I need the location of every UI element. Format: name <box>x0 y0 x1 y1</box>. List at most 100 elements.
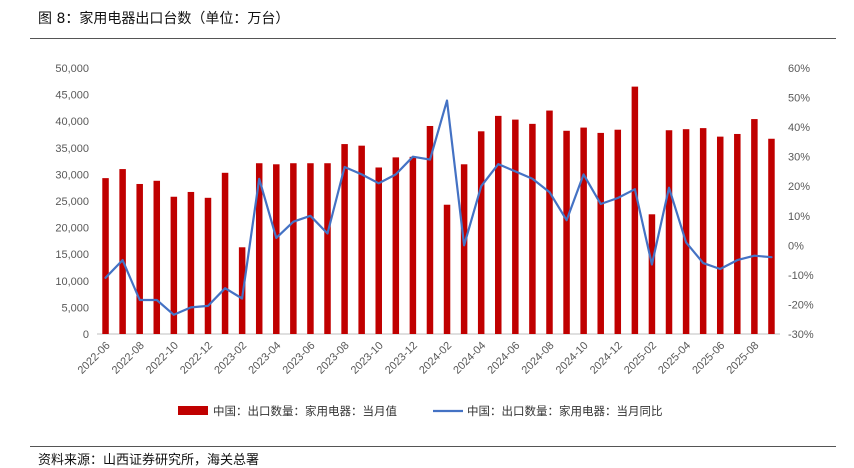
yoy-point-2023-03 <box>258 178 261 180</box>
yoy-point-2025-03 <box>668 186 670 189</box>
bar-2022-08 <box>136 183 143 334</box>
yoy-point-2022-08 <box>138 299 141 301</box>
yoy-point-2023-08 <box>343 166 346 168</box>
bar-2025-01 <box>631 86 639 335</box>
yoy-point-2023-12 <box>412 155 414 158</box>
yoy-point-2022-11 <box>190 306 192 309</box>
yoy-point-2025-08 <box>753 254 756 257</box>
yoy-point-2025-05 <box>702 262 704 264</box>
yoy-point-2024-07 <box>531 178 534 180</box>
y-left-tick-label: 15,000 <box>55 249 89 261</box>
x-tick-label: 2023-10 <box>349 340 386 377</box>
y-right-tick-label: 40% <box>788 122 810 134</box>
yoy-point-2024-12 <box>616 197 619 199</box>
y-left-tick-label: 10,000 <box>55 276 89 288</box>
y-left-tick-label: 50,000 <box>55 63 89 75</box>
bar-2024-10 <box>580 127 587 334</box>
bar-2022-06 <box>102 178 109 334</box>
yoy-point-2022-09 <box>155 299 158 301</box>
y-right-tick-label: 0% <box>788 240 804 252</box>
bar-2024-07 <box>529 123 536 334</box>
title-divider <box>30 38 836 39</box>
yoy-point-2024-03 <box>463 244 465 247</box>
bar-2023-05 <box>290 163 297 334</box>
bar-2024-06 <box>512 119 519 334</box>
bar-2022-11 <box>187 191 195 334</box>
y-right-tick-label: -30% <box>788 329 814 341</box>
bar-2023-11 <box>392 157 400 334</box>
bar-2023-03 <box>255 163 263 334</box>
yoy-point-2024-04 <box>480 185 482 188</box>
yoy-point-2025-06 <box>719 268 722 270</box>
bar-2022-10 <box>170 196 178 334</box>
bar-2024-03 <box>460 164 468 334</box>
bar-2023-10 <box>375 167 382 334</box>
yoy-point-2024-06 <box>514 170 517 173</box>
x-tick-label: 2023-08 <box>315 340 352 377</box>
x-tick-label: 2025-02 <box>622 340 659 377</box>
bar-2025-02 <box>648 214 656 334</box>
y-left-tick-label: 0 <box>83 329 89 341</box>
bar-2025-03 <box>665 130 673 334</box>
yoy-point-2024-10 <box>582 173 585 176</box>
x-tick-label: 2025-08 <box>724 340 761 377</box>
legend-line-label: 中国：出口数量：家用电器：当月同比 <box>467 404 663 418</box>
yoy-point-2025-09 <box>770 256 773 258</box>
bar-2024-08 <box>546 110 553 334</box>
yoy-point-2024-08 <box>548 191 551 193</box>
x-tick-label: 2022-08 <box>110 340 147 377</box>
x-tick-label: 2024-04 <box>451 340 488 377</box>
y-left-tick-label: 30,000 <box>55 169 89 181</box>
yoy-point-2025-04 <box>685 241 687 244</box>
y-right-tick-label: 30% <box>788 152 810 164</box>
bar-2025-07 <box>734 133 741 334</box>
y-right-tick-label: 20% <box>788 181 810 193</box>
bar-2024-02 <box>443 204 451 334</box>
yoy-point-2023-06 <box>309 214 312 217</box>
yoy-point-2025-02 <box>651 263 653 266</box>
bar-2025-08 <box>751 119 758 335</box>
bar-2024-09 <box>563 130 570 334</box>
x-tick-label: 2022-10 <box>144 340 181 377</box>
legend-bar-swatch <box>178 406 208 415</box>
bar-2023-07 <box>324 163 331 334</box>
x-tick-label: 2023-06 <box>281 340 318 377</box>
bar-2025-09 <box>768 138 775 334</box>
x-tick-label: 2025-06 <box>690 340 727 377</box>
y-left-tick-label: 40,000 <box>55 116 89 128</box>
legend: 中国：出口数量：家用电器：当月值 中国：出口数量：家用电器：当月同比 <box>178 404 663 418</box>
bar-2024-11 <box>597 132 604 334</box>
bar-2023-06 <box>307 163 314 334</box>
bar-2024-04 <box>477 131 485 334</box>
x-tick-label: 2024-12 <box>588 340 625 377</box>
bar-2025-05 <box>699 128 707 334</box>
yoy-point-2023-04 <box>275 237 278 239</box>
x-tick-label: 2024-02 <box>417 340 454 377</box>
y-left-tick-label: 25,000 <box>55 196 89 208</box>
figure-title: 图 8：家用电器出口台数（单位：万台） <box>38 11 290 27</box>
bar-2023-04 <box>273 164 280 334</box>
x-tick-label: 2023-04 <box>246 340 283 377</box>
bar-2024-12 <box>614 129 622 334</box>
x-tick-label: 2023-02 <box>212 340 249 377</box>
y-left-tick-label: 45,000 <box>55 90 89 102</box>
bar-2023-09 <box>358 145 365 334</box>
yoy-point-2023-10 <box>377 182 380 185</box>
bar-2022-09 <box>153 180 161 334</box>
y-right-tick-label: 10% <box>788 211 810 223</box>
yoy-point-2023-02 <box>241 297 243 300</box>
bar-2025-06 <box>716 136 724 334</box>
yoy-point-2023-01 <box>224 287 226 289</box>
yoy-point-2024-09 <box>565 219 568 222</box>
x-tick-label: 2024-10 <box>554 340 591 377</box>
x-tick-label: 2025-04 <box>656 340 693 377</box>
bar-2023-08 <box>341 144 348 334</box>
bar-2023-01 <box>221 172 229 334</box>
y-right-tick-label: -10% <box>788 270 814 282</box>
source-divider <box>30 446 836 447</box>
y-left-tick-label: 20,000 <box>55 223 89 235</box>
x-tick-label: 2022-06 <box>76 340 113 377</box>
bar-2025-04 <box>682 129 690 334</box>
x-tick-label: 2024-08 <box>520 340 557 377</box>
x-tick-label: 2022-12 <box>178 340 215 377</box>
